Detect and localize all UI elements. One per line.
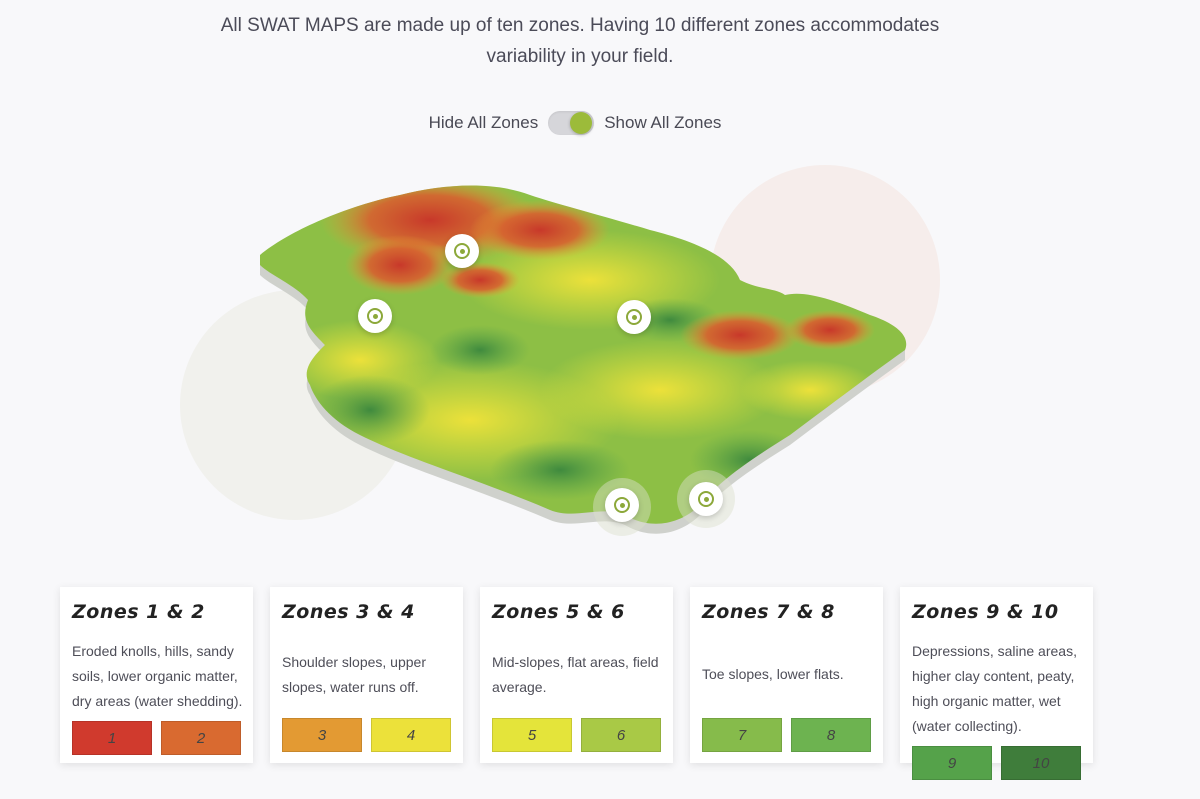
zone-card-description: Shoulder slopes, upper slopes, water run… (282, 654, 426, 695)
target-icon (367, 308, 383, 324)
zone-swatch-8[interactable]: 8 (791, 718, 871, 752)
map-marker-pin[interactable] (445, 234, 479, 268)
zone-swatch-3[interactable]: 3 (282, 718, 362, 752)
zones-toggle-switch[interactable] (548, 111, 595, 135)
hide-all-zones-label[interactable]: Hide All Zones (428, 113, 539, 132)
zone-card-1-2: Zones 1 & 2 Eroded knolls, hills, sandy … (60, 587, 253, 763)
map-marker-pin[interactable] (605, 488, 639, 522)
zone-swatch-10[interactable]: 10 (1001, 746, 1081, 780)
zone-toggle-row: Hide All Zones Show All Zones (0, 108, 1200, 138)
zone-swatch-9[interactable]: 9 (912, 746, 992, 780)
zone-swatch-5[interactable]: 5 (492, 718, 572, 752)
intro-text: All SWAT MAPS are made up of ten zones. … (220, 15, 940, 67)
zone-card-description: Mid-slopes, flat areas, field average. (492, 654, 659, 695)
zone-card-3-4: Zones 3 & 4 Shoulder slopes, upper slope… (270, 587, 463, 763)
target-icon (454, 243, 470, 259)
zone-card-title: Zones 5 & 6 (492, 601, 625, 623)
zone-swatch-1[interactable]: 1 (72, 721, 152, 755)
zone-card-9-10: Zones 9 & 10 Depressions, saline areas, … (900, 587, 1093, 780)
zone-swatch-7[interactable]: 7 (702, 718, 782, 752)
show-all-zones-label[interactable]: Show All Zones (604, 113, 722, 132)
target-icon (626, 309, 642, 325)
zone-swatch-6[interactable]: 6 (581, 718, 661, 752)
zone-card-title: Zones 3 & 4 (282, 601, 415, 623)
zone-card-description: Depressions, saline areas, higher clay c… (912, 643, 1077, 734)
zone-card-title: Zones 7 & 8 (702, 601, 835, 623)
zone-card-description: Eroded knolls, hills, sandy soils, lower… (72, 643, 243, 709)
map-marker-pin[interactable] (617, 300, 651, 334)
zone-card-description: Toe slopes, lower flats. (702, 666, 844, 682)
map-marker-pin[interactable] (689, 482, 723, 516)
target-icon (614, 497, 630, 513)
target-icon (698, 491, 714, 507)
field-zone-map[interactable] (230, 160, 930, 540)
toggle-knob[interactable] (570, 112, 593, 134)
zone-card-title: Zones 9 & 10 (912, 601, 1059, 623)
zone-card-7-8: Zones 7 & 8 Toe slopes, lower flats. 7 8 (690, 587, 883, 763)
zone-swatch-2[interactable]: 2 (161, 721, 241, 755)
map-marker-pin[interactable] (358, 299, 392, 333)
zone-card-title: Zones 1 & 2 (72, 601, 205, 623)
zone-swatch-4[interactable]: 4 (371, 718, 451, 752)
zone-card-5-6: Zones 5 & 6 Mid-slopes, flat areas, fiel… (480, 587, 673, 763)
